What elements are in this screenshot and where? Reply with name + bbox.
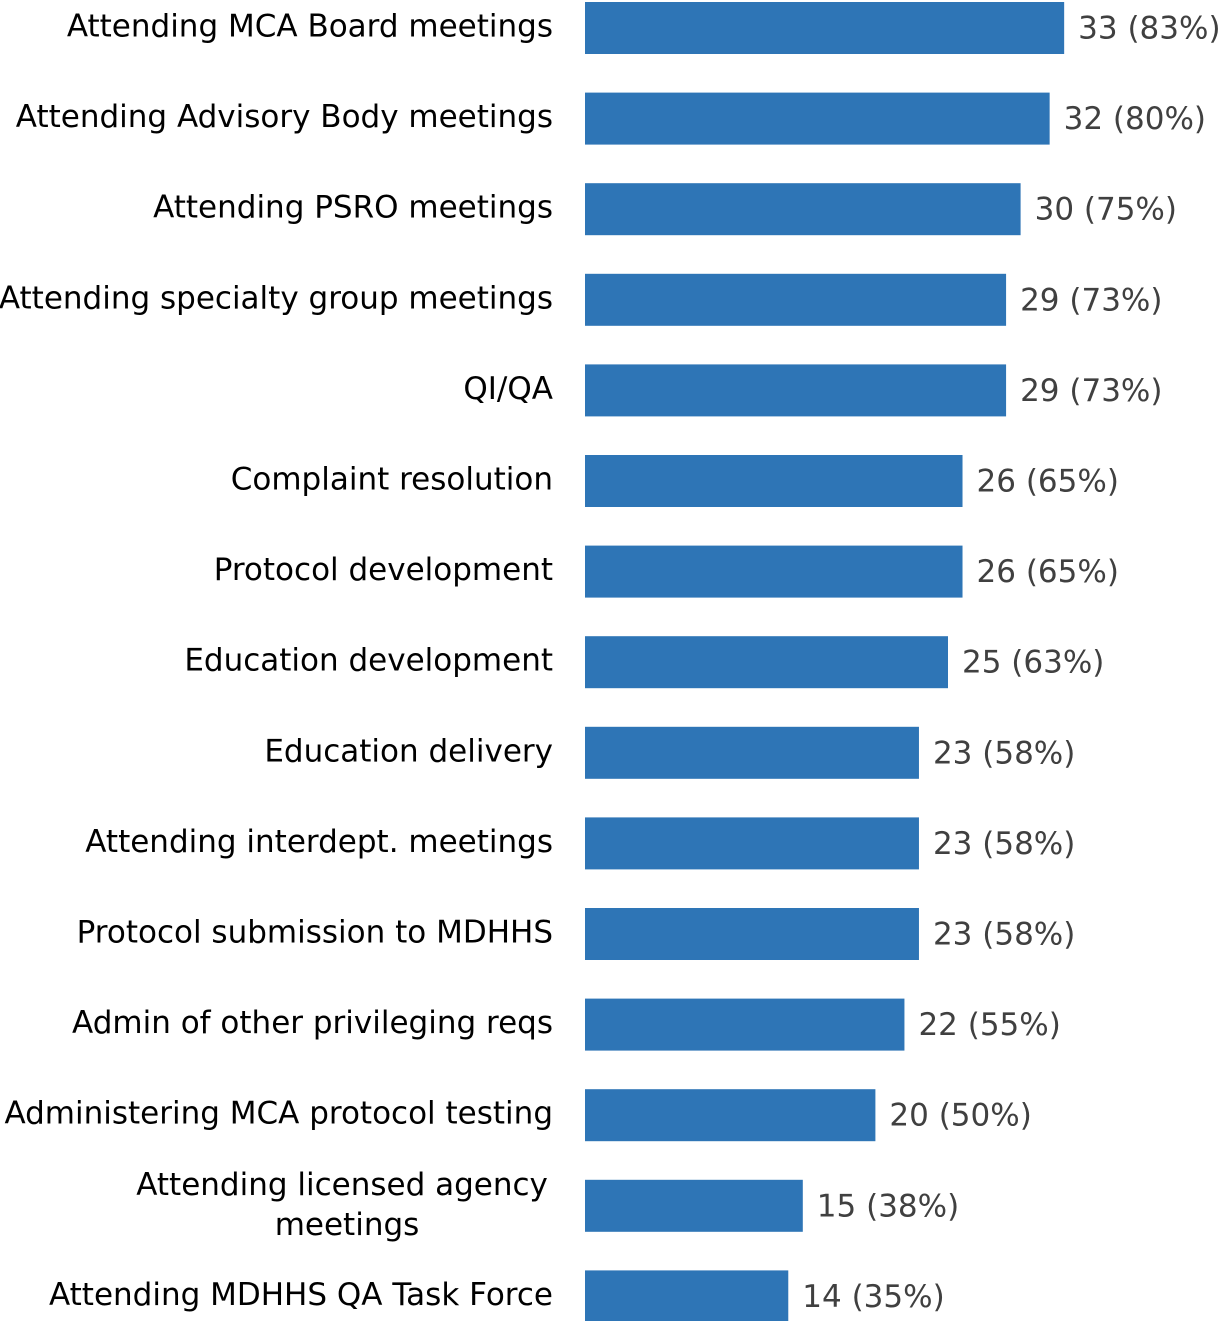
bar [585, 636, 948, 689]
bar [585, 92, 1050, 145]
bar [585, 2, 1065, 54]
category-label: Attending Advisory Body meetings [16, 99, 553, 135]
value-label: 22 (55%) [918, 1007, 1060, 1043]
category-label: Administering MCA protocol testing [4, 1096, 553, 1132]
value-label: 29 (73%) [1020, 373, 1162, 409]
bar [585, 455, 963, 507]
value-label: 26 (65%) [977, 554, 1119, 590]
value-label: 23 (58%) [933, 826, 1075, 862]
category-label: Attending MDHHS QA Task Force [49, 1277, 553, 1313]
category-label: Attending licensed agency meetings [136, 1166, 558, 1242]
bar [585, 273, 1007, 326]
category-label: Attending interdept. meetings [85, 824, 553, 860]
value-label: 15 (38%) [817, 1188, 959, 1224]
category-label: QI/QA [463, 371, 553, 407]
category-label: Protocol development [214, 552, 553, 588]
value-label: 23 (58%) [933, 735, 1075, 771]
bar [585, 545, 963, 598]
value-label: 20 (50%) [889, 1098, 1031, 1134]
category-label: Attending MCA Board meetings [67, 9, 553, 45]
value-label: 32 (80%) [1064, 101, 1206, 137]
bar [585, 1179, 803, 1232]
category-label: Attending specialty group meetings [0, 280, 553, 316]
value-label: 14 (35%) [802, 1279, 944, 1315]
category-label: Complaint resolution [231, 462, 553, 498]
bar [585, 817, 919, 870]
bar [585, 183, 1021, 236]
category-label: Admin of other privileging reqs [72, 1005, 553, 1041]
category-label: Education delivery [264, 733, 553, 769]
category-label: Attending PSRO meetings [153, 190, 553, 226]
value-label: 33 (83%) [1078, 11, 1220, 47]
value-label: 30 (75%) [1035, 192, 1177, 228]
category-label: Protocol submission to MDHHS [77, 915, 553, 951]
value-label: 23 (58%) [933, 917, 1075, 953]
bar [585, 364, 1007, 417]
bar [585, 726, 919, 779]
bar [585, 1089, 876, 1142]
bar [585, 998, 905, 1051]
bar [585, 1270, 789, 1321]
category-label: Education development [184, 643, 553, 679]
value-label: 29 (73%) [1020, 282, 1162, 318]
value-label: 26 (65%) [977, 464, 1119, 500]
bar [585, 908, 919, 960]
value-label: 25 (63%) [962, 645, 1104, 681]
